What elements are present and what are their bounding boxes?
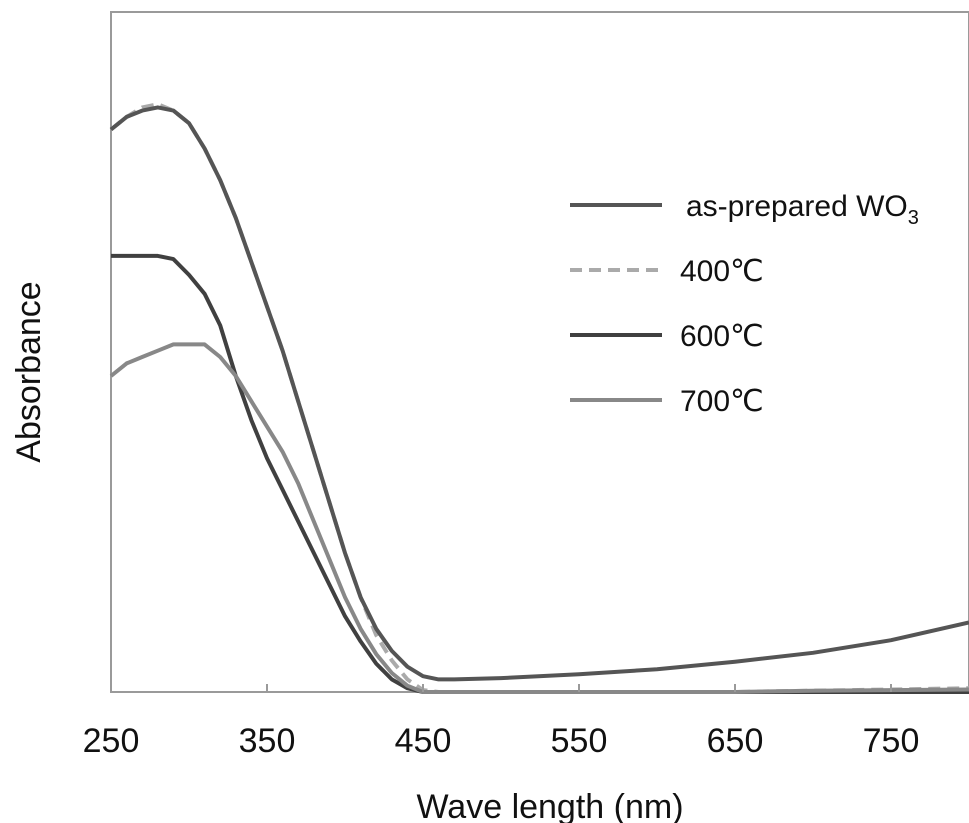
x-tick-label: 550 <box>551 722 608 760</box>
legend-label-subscript: 3 <box>908 207 919 229</box>
x-axis: 250 350 450 550 650 750 <box>83 684 920 760</box>
legend-label-0: as-prepared WO3 <box>686 190 919 229</box>
legend-label-2: 600℃ <box>680 320 764 353</box>
series-line-3 <box>109 342 969 694</box>
legend-label-1: 400℃ <box>680 255 764 288</box>
x-tick-label: 250 <box>83 722 140 760</box>
legend-label-3: 700℃ <box>680 385 764 418</box>
legend-label-text: 400℃ <box>680 255 764 288</box>
legend: as-prepared WO3 400℃ 600℃ 700℃ <box>570 190 919 418</box>
x-tick-label: 750 <box>863 722 920 760</box>
x-axis-title: Wave length (nm) <box>416 788 683 823</box>
y-axis-title: Absorbance <box>10 281 48 462</box>
x-tick-label: 650 <box>707 722 764 760</box>
x-tick-label: 450 <box>395 722 452 760</box>
x-tick-label: 350 <box>239 722 296 760</box>
series-layer <box>109 102 969 694</box>
legend-label-text: 700℃ <box>680 385 764 418</box>
legend-label-text: 600℃ <box>680 320 764 353</box>
series-line-2 <box>111 253 969 694</box>
plot-frame <box>110 11 969 693</box>
series-line-0 <box>109 105 969 682</box>
legend-label-text: as-prepared WO <box>686 190 908 223</box>
